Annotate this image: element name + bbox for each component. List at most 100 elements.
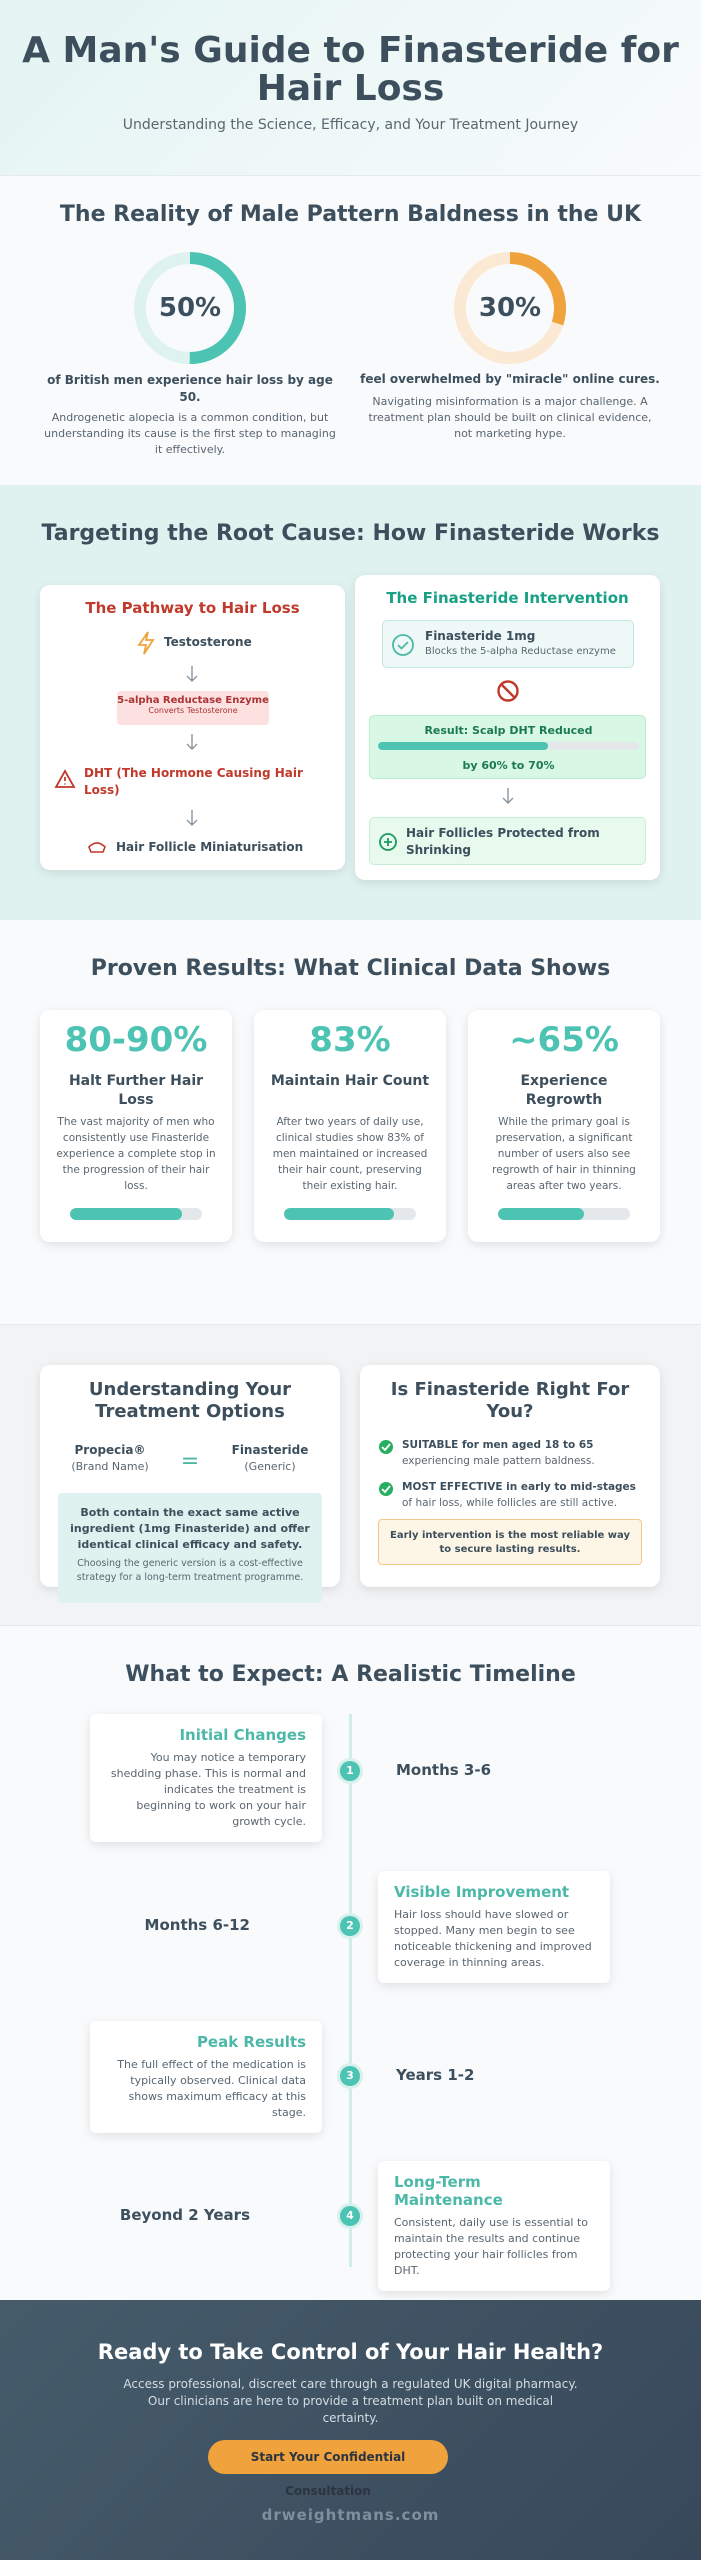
timeline-text: You may notice a temporary shedding phas… bbox=[110, 1751, 306, 1828]
card-title: The Pathway to Hair Loss bbox=[85, 599, 300, 617]
donut-arc bbox=[454, 252, 566, 364]
timeline-line bbox=[349, 1714, 352, 2267]
timeline-marker: 1 bbox=[340, 1761, 360, 1781]
timeline-marker: 4 bbox=[340, 2206, 360, 2226]
callout-text: Both contain the exact same active ingre… bbox=[70, 1506, 310, 1551]
outcome-box: Hair Follicles Protected from Shrinking bbox=[369, 817, 646, 865]
hair-icon bbox=[88, 842, 106, 853]
result-stat: 83% bbox=[309, 1020, 391, 1060]
suit-lead: SUITABLE for men aged 18 to 65 bbox=[402, 1439, 594, 1451]
callout-note: Choosing the generic version is a cost-e… bbox=[76, 1558, 304, 1583]
suitability-card: Is Finasteride Right For You? SUITABLE f… bbox=[360, 1365, 660, 1587]
result-fill bbox=[70, 1208, 183, 1220]
mechanism-section: Targeting the Root Cause: How Finasterid… bbox=[0, 485, 701, 920]
result-fill bbox=[378, 742, 548, 750]
result-stat: 80-90% bbox=[64, 1020, 208, 1060]
timeline-marker: 2 bbox=[340, 1916, 360, 1936]
brand-name: Propecia® bbox=[74, 1443, 146, 1457]
result-text: While the primary goal is preservation, … bbox=[492, 1116, 636, 1192]
stat-headline: of British men experience hair loss by a… bbox=[47, 373, 333, 404]
timeline-card: Long-Term Maintenance Consistent, daily … bbox=[378, 2161, 610, 2291]
pathway-step: DHT (The Hormone Causing Hair Loss) bbox=[84, 766, 303, 797]
cta-button[interactable]: Start Your Confidential Consultation bbox=[208, 2440, 448, 2498]
outcome-text: Hair Follicles Protected from Shrinking bbox=[406, 826, 600, 857]
pathway-step: Testosterone bbox=[164, 635, 252, 649]
timeline-period: Beyond 2 Years bbox=[100, 2206, 350, 2224]
donut: 30% bbox=[454, 252, 566, 364]
result-text: After two years of daily use, clinical s… bbox=[272, 1116, 428, 1192]
result-box: Result: Scalp DHT Reduced by 60% to 70% bbox=[369, 715, 646, 779]
result-title: Experience Regrowth bbox=[520, 1073, 608, 1108]
block-icon bbox=[497, 680, 519, 702]
suit-text: of hair loss, while follicles are still … bbox=[402, 1497, 618, 1509]
drug-name: Finasteride 1mg bbox=[425, 629, 536, 643]
drug-box: Finasteride 1mg Blocks the 5-alpha Reduc… bbox=[382, 620, 634, 668]
cta-section: Ready to Take Control of Your Hair Healt… bbox=[0, 2300, 701, 2560]
result-track bbox=[498, 1208, 630, 1220]
pathway-card: The Pathway to Hair Loss Testosterone 5-… bbox=[40, 585, 345, 870]
lightning-icon bbox=[137, 631, 155, 655]
donut-arc bbox=[134, 252, 246, 364]
suit-item: SUITABLE for men aged 18 to 65 experienci… bbox=[402, 1437, 642, 1469]
callout: Both contain the exact same active ingre… bbox=[58, 1493, 322, 1603]
result-card: 80-90% Halt Further Hair Loss The vast m… bbox=[40, 1010, 232, 1242]
card-title: Is Finasteride Right For You? bbox=[390, 1379, 630, 1422]
result-track bbox=[284, 1208, 416, 1220]
result-text: The vast majority of men who consistentl… bbox=[56, 1116, 216, 1192]
title: A Man's Guide to Finasteride for Hair Lo… bbox=[22, 30, 679, 109]
section-title: Proven Results: What Clinical Data Shows bbox=[90, 956, 611, 981]
result-track bbox=[70, 1208, 202, 1220]
result-card: ~65% Experience Regrowth While the prima… bbox=[468, 1010, 660, 1242]
plus-icon bbox=[379, 833, 397, 851]
timeline-period-text: Months 6-12 bbox=[144, 1916, 250, 1934]
domain: drweightmans.com bbox=[261, 2506, 440, 2524]
suit-icon bbox=[379, 1440, 393, 1454]
brand-note: (Brand Name) bbox=[71, 1460, 149, 1473]
check-icon bbox=[392, 634, 414, 656]
timeline-title: Initial Changes bbox=[179, 1726, 306, 1744]
reality-section: The Reality of Male Pattern Baldness in … bbox=[0, 175, 701, 485]
generic-note: (Generic) bbox=[244, 1460, 296, 1473]
warning-icon bbox=[54, 769, 76, 788]
suit-text: experiencing male pattern baldness. bbox=[402, 1455, 595, 1467]
section-title: The Reality of Male Pattern Baldness in … bbox=[59, 202, 642, 227]
cta-text: Access professional, discreet care throu… bbox=[123, 2377, 578, 2425]
timeline-period: Years 1-2 bbox=[396, 2066, 475, 2084]
timeline-period: Months 3-6 bbox=[396, 1761, 492, 1779]
cta-title: Ready to Take Control of Your Hair Healt… bbox=[97, 2340, 604, 2364]
stat-label: 50% bbox=[159, 293, 221, 323]
timeline-text: Consistent, daily use is essential to ma… bbox=[394, 2216, 589, 2277]
donut: 50% bbox=[134, 252, 246, 364]
options-section: Understanding Your Treatment Options Pro… bbox=[0, 1325, 701, 1625]
arrow bbox=[502, 788, 514, 804]
timeline-period: Months 6-12 bbox=[100, 1916, 350, 1934]
subtitle: Understanding the Science, Efficacy, and… bbox=[122, 117, 579, 133]
timeline-section: What to Expect: A Realistic Timeline Ini… bbox=[0, 1625, 701, 2300]
result-fill bbox=[284, 1208, 394, 1220]
timeline-card: Peak Results The full effect of the medi… bbox=[90, 2021, 322, 2133]
stat-label: 30% bbox=[479, 293, 541, 323]
result-title: Maintain Hair Count bbox=[270, 1073, 430, 1089]
pathway-step: Hair Follicle Miniaturisation bbox=[116, 840, 304, 854]
suit-lead: MOST EFFECTIVE in early to mid-stages bbox=[402, 1481, 636, 1493]
arrow bbox=[186, 734, 198, 750]
header: A Man's Guide to Finasteride for Hair Lo… bbox=[0, 0, 701, 175]
enzyme-note: Converts Testosterone bbox=[148, 706, 238, 715]
timeline-period-text: Beyond 2 Years bbox=[119, 2206, 250, 2224]
result-card: 83% Maintain Hair Count After two years … bbox=[254, 1010, 446, 1242]
brand: Propecia® (Brand Name) bbox=[60, 1443, 160, 1473]
arrow bbox=[186, 810, 198, 826]
card-title: Understanding Your Treatment Options bbox=[88, 1379, 292, 1422]
timeline-card: Initial Changes You may notice a tempora… bbox=[90, 1714, 322, 1842]
section-title: Targeting the Root Cause: How Finasterid… bbox=[41, 521, 660, 546]
enzyme-box: 5-alpha Reductase Enzyme Converts Testos… bbox=[117, 691, 269, 725]
stat-headline: feel overwhelmed by "miracle" online cur… bbox=[360, 372, 660, 386]
result-title: Halt Further Hair Loss bbox=[68, 1073, 204, 1108]
generic-name: Finasteride bbox=[231, 1443, 309, 1457]
suit-icon bbox=[379, 1482, 393, 1496]
timeline-title: Visible Improvement bbox=[394, 1883, 570, 1901]
intervention-card: The Finasteride Intervention Finasteride… bbox=[355, 575, 660, 880]
timeline-title: Long-Term Maintenance bbox=[394, 2173, 503, 2209]
